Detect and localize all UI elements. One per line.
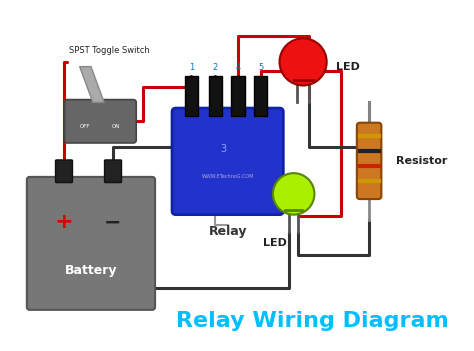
Text: 5: 5 bbox=[258, 63, 264, 72]
Text: 2: 2 bbox=[213, 63, 218, 72]
Text: Relay Wiring Diagram: Relay Wiring Diagram bbox=[176, 311, 449, 331]
FancyBboxPatch shape bbox=[55, 160, 73, 183]
Text: ON: ON bbox=[111, 124, 119, 128]
Text: 4: 4 bbox=[236, 63, 241, 72]
Text: 3: 3 bbox=[220, 145, 227, 154]
FancyBboxPatch shape bbox=[105, 160, 121, 183]
FancyBboxPatch shape bbox=[185, 76, 198, 115]
FancyBboxPatch shape bbox=[172, 108, 283, 214]
Text: LED: LED bbox=[336, 62, 360, 72]
FancyBboxPatch shape bbox=[254, 76, 267, 115]
Circle shape bbox=[280, 38, 327, 85]
Text: Relay: Relay bbox=[209, 225, 247, 238]
Text: Resistor: Resistor bbox=[395, 156, 447, 166]
Text: −: − bbox=[104, 212, 122, 232]
Text: OFF: OFF bbox=[80, 124, 91, 128]
Circle shape bbox=[273, 173, 314, 214]
Text: 1: 1 bbox=[189, 63, 194, 72]
Text: LED: LED bbox=[263, 238, 287, 248]
FancyBboxPatch shape bbox=[357, 123, 382, 199]
FancyBboxPatch shape bbox=[64, 100, 136, 143]
FancyBboxPatch shape bbox=[231, 76, 245, 115]
Text: WWW.ETechnoG.COM: WWW.ETechnoG.COM bbox=[201, 174, 254, 179]
FancyBboxPatch shape bbox=[209, 76, 222, 115]
FancyBboxPatch shape bbox=[27, 177, 155, 310]
Text: +: + bbox=[55, 212, 73, 232]
Text: SPST Toggle Switch: SPST Toggle Switch bbox=[70, 46, 150, 55]
Polygon shape bbox=[80, 67, 104, 102]
Text: Battery: Battery bbox=[65, 264, 117, 277]
